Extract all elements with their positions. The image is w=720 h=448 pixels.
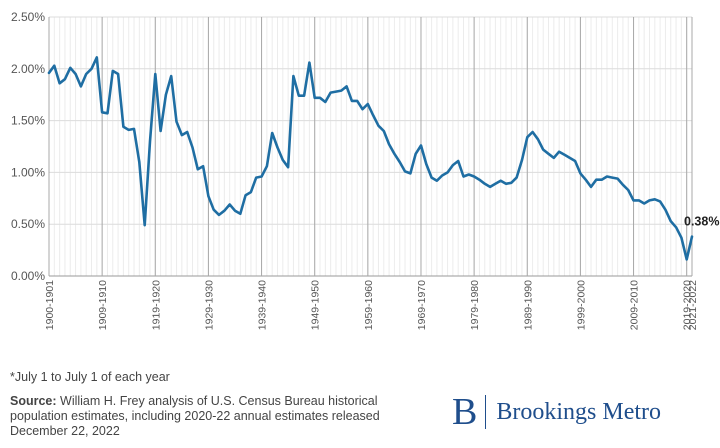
growth-rate-line	[47, 56, 694, 261]
x-tick-label: 2009-2010	[629, 280, 641, 330]
end-value-label: 0.38%	[684, 215, 719, 229]
logo-text: Brookings Metro	[496, 399, 662, 425]
x-tick-label: 1919-1920	[150, 280, 162, 330]
x-tick-label: 1929-1930	[203, 280, 215, 330]
logo-divider	[485, 395, 487, 429]
x-tick-label: 1999-2000	[575, 280, 587, 330]
y-tick-label: 0.00%	[11, 269, 45, 283]
x-tick-label: 1989-1990	[522, 280, 534, 330]
grid	[48, 16, 693, 277]
x-tick-label: 1900-1901	[44, 280, 56, 330]
y-tick-label: 1.50%	[11, 114, 45, 128]
footnote: *July 1 to July 1 of each year	[10, 370, 170, 384]
logo-mark: B	[452, 391, 478, 433]
x-tick-label: 1949-1950	[310, 280, 322, 330]
series-layer	[47, 56, 694, 261]
line-chart: 0.00% 0.50% 1.00% 1.50% 2.00% 2.50% 1900-1901…	[11, 10, 719, 330]
source-label: Source:	[10, 394, 57, 408]
x-tick-label: 1979-1980	[469, 280, 481, 330]
source-text: William H. Frey analysis of U.S. Census …	[10, 394, 380, 438]
y-tick-label: 2.00%	[11, 62, 45, 76]
x-tick-label: 1939-1940	[257, 280, 269, 330]
x-tick-label: 1909-1910	[97, 280, 109, 330]
brookings-metro-logo: B Brookings Metro	[452, 392, 661, 432]
x-tick-label: 2021-2022	[687, 280, 699, 330]
x-tick-label: 1969-1970	[416, 280, 428, 330]
y-tick-label: 2.50%	[11, 10, 45, 24]
x-axis: 1900-1901 1909-1910 1919-1920 1929-1930 1939…	[44, 280, 699, 330]
x-tick-label: 2019-2020	[682, 280, 694, 330]
y-tick-label: 0.50%	[11, 217, 45, 231]
y-axis: 0.00% 0.50% 1.00% 1.50% 2.00% 2.50%	[11, 10, 45, 283]
y-tick-label: 1.00%	[11, 165, 45, 179]
label-layer: 0.38%	[684, 215, 719, 229]
x-tick-label: 1959-1960	[363, 280, 375, 330]
source-note: Source: William H. Frey analysis of U.S.…	[10, 394, 430, 439]
